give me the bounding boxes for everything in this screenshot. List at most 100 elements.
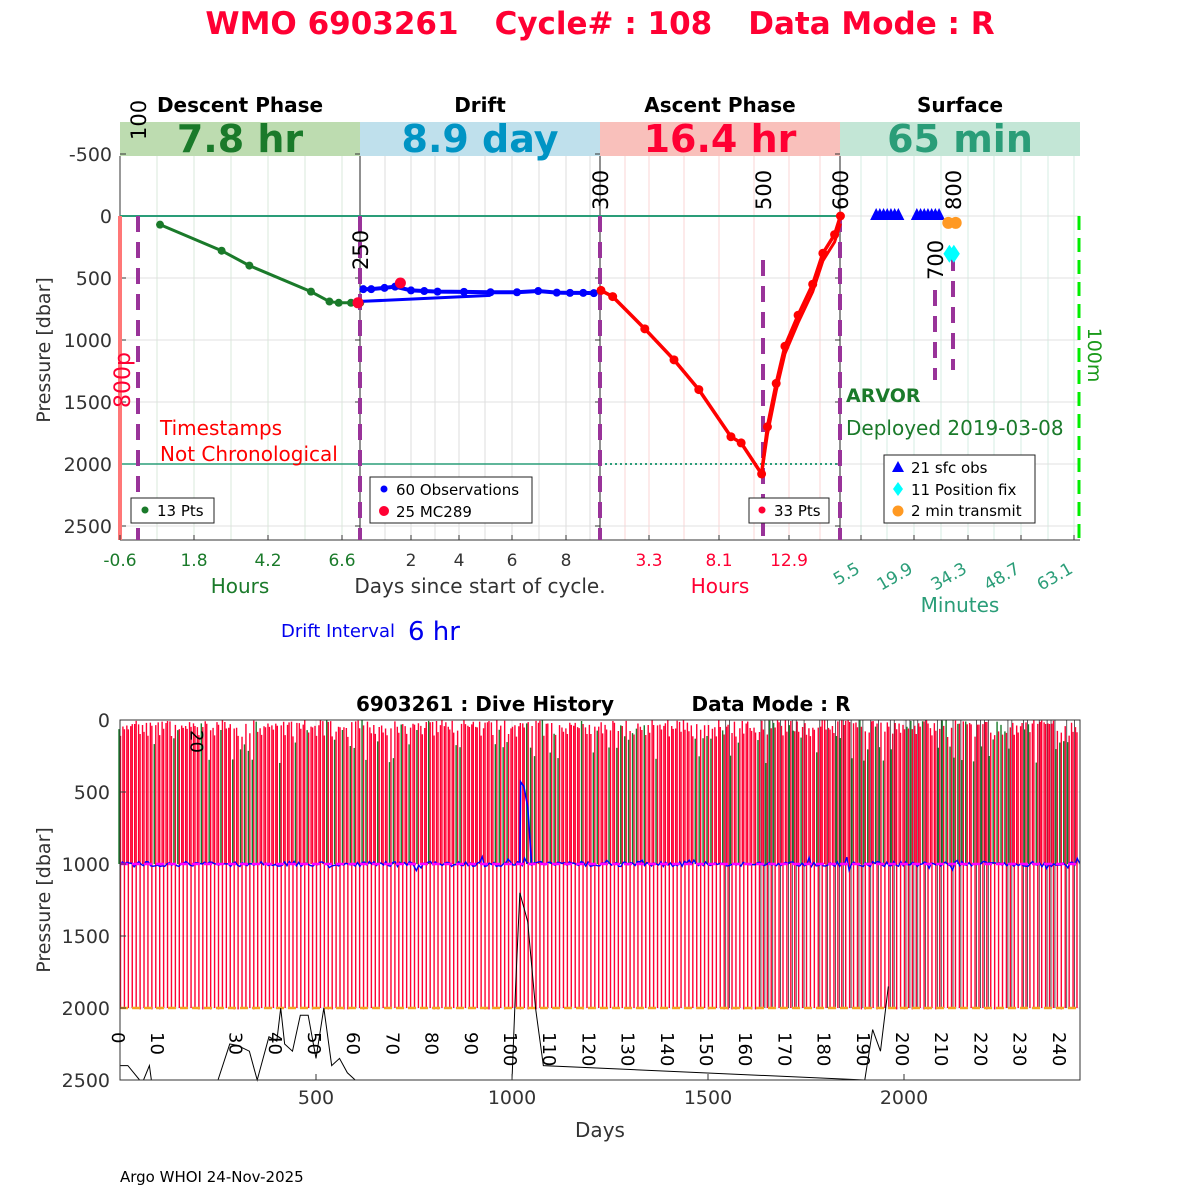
x-tick-label: 12.9	[770, 551, 808, 571]
phase-band-0	[120, 122, 360, 156]
x-axis-label: Days	[575, 1118, 625, 1142]
y-axis-label: Pressure [dbar]	[33, 277, 55, 423]
descent-line	[159, 223, 361, 305]
x-tick-label: 1000	[488, 1087, 536, 1109]
drift-point	[359, 285, 368, 294]
legend-label: 2 min transmit	[911, 502, 1022, 520]
x-tick-label: 3.3	[635, 551, 662, 571]
descent-point	[245, 261, 254, 270]
descent-point	[156, 220, 165, 229]
footer-credit: Argo WHOI 24-Nov-2025	[120, 1168, 304, 1186]
position-fix-point	[947, 244, 960, 263]
ascent-point	[694, 385, 704, 395]
ascent-point	[771, 378, 781, 388]
drift-anomaly-trace	[519, 779, 533, 865]
x-tick-label: 2000	[880, 1087, 928, 1109]
ascent-point	[669, 355, 679, 365]
legend-label: 25 MC289	[396, 503, 472, 521]
x-tick-label: 4.2	[254, 551, 281, 571]
cycle-number-label: 10	[146, 1032, 167, 1055]
drift-point	[579, 288, 588, 297]
event-marker-label: 300	[589, 170, 613, 210]
surface-obs-point	[892, 208, 905, 220]
x-tick-label: 5.5	[830, 559, 863, 590]
y-tick-label: 2500	[64, 516, 112, 538]
mc289-point	[352, 297, 364, 309]
x-tick-label: 2	[406, 551, 417, 571]
phase-name: Descent Phase	[157, 93, 323, 117]
legend-label: 60 Observations	[396, 481, 519, 499]
cycle-number-label: 150	[695, 1032, 716, 1066]
y-tick-label: 500	[74, 782, 110, 804]
phase-band-2	[600, 122, 840, 156]
cycle-number-label: 230	[1009, 1032, 1030, 1066]
title-wmo: WMO 6903261	[205, 6, 458, 42]
cycle-number-label: 190	[852, 1032, 873, 1066]
center-x-label: Days since start of cycle.	[354, 574, 605, 598]
legend-marker-descent	[141, 506, 149, 514]
y-tick-label: 500	[76, 268, 112, 290]
event-marker-label: 250	[349, 230, 373, 270]
legend-marker-transmit	[892, 505, 904, 517]
surface-obs-point	[933, 208, 946, 220]
legend-label: 13 Pts	[157, 502, 204, 520]
legend-label: 33 Pts	[774, 502, 821, 520]
phase-band-1	[360, 122, 600, 156]
y-tick-label: 2000	[62, 998, 110, 1020]
cycle-number-label: 50	[303, 1032, 324, 1055]
cycle-number-label: 80	[421, 1032, 442, 1055]
y-tick-label: -500	[69, 144, 112, 166]
event-marker-label: 600	[829, 170, 853, 210]
ascent-point	[762, 422, 772, 432]
y-tick-label: 1500	[64, 392, 112, 414]
cycle-number-label: 210	[930, 1032, 951, 1066]
ascent-point	[818, 248, 828, 258]
drift-point	[407, 286, 415, 295]
x-tick-label: 48.7	[981, 559, 1024, 595]
phase-name: Surface	[917, 93, 1003, 117]
descent-point	[306, 287, 315, 296]
event-marker-label: 800	[942, 170, 966, 210]
ascent-line	[600, 215, 843, 479]
phase-duration: 8.9 day	[402, 117, 559, 161]
ascent-point	[835, 211, 845, 221]
cycle-number-label: 170	[773, 1032, 794, 1066]
ascent-point	[757, 469, 767, 479]
drift-point	[420, 287, 429, 296]
cycle-number-label: 220	[969, 1032, 990, 1066]
phase-name: Ascent Phase	[644, 93, 795, 117]
phase-duration: 16.4 hr	[644, 117, 797, 161]
ascent-point	[780, 341, 790, 351]
drift-point	[380, 283, 389, 292]
drift-point	[589, 289, 598, 298]
x-tick-label: 63.1	[1034, 559, 1077, 595]
y-tick-label: 1000	[64, 330, 112, 352]
x-tick-label: 4	[454, 551, 465, 571]
cycle-number-label: 120	[577, 1032, 598, 1066]
descent-point	[217, 246, 226, 255]
float-type: ARVOR	[846, 385, 921, 407]
cycle-number-label: 60	[342, 1032, 363, 1055]
ascent-point	[726, 432, 736, 442]
phase-duration: 65 min	[887, 117, 1033, 161]
ascent-point	[596, 285, 606, 295]
ascent-point	[608, 292, 618, 302]
x-tick-label: 8	[561, 551, 572, 571]
drift-legend	[369, 476, 533, 524]
x-tick-label: 19.9	[874, 559, 917, 595]
ascent-point	[640, 324, 650, 334]
cycle-number-label: 110	[538, 1032, 559, 1066]
surface-legend	[883, 454, 1036, 524]
y-tick-label: 2000	[64, 454, 112, 476]
left-limit-label: 800p	[111, 352, 136, 408]
cycle-number-label: 0	[107, 1032, 128, 1043]
drift-point	[513, 288, 521, 297]
not-chronological-note: Not Chronological	[160, 442, 338, 466]
descent-point	[325, 297, 334, 306]
cycle-number-label: 140	[656, 1032, 677, 1066]
cycle-number-label: 90	[460, 1032, 481, 1055]
x-tick-label: 1.8	[180, 551, 207, 571]
drift-interval-value: 6 hr	[408, 617, 460, 647]
right-limit-label: 100m	[1083, 328, 1105, 383]
drift-point	[552, 288, 561, 297]
